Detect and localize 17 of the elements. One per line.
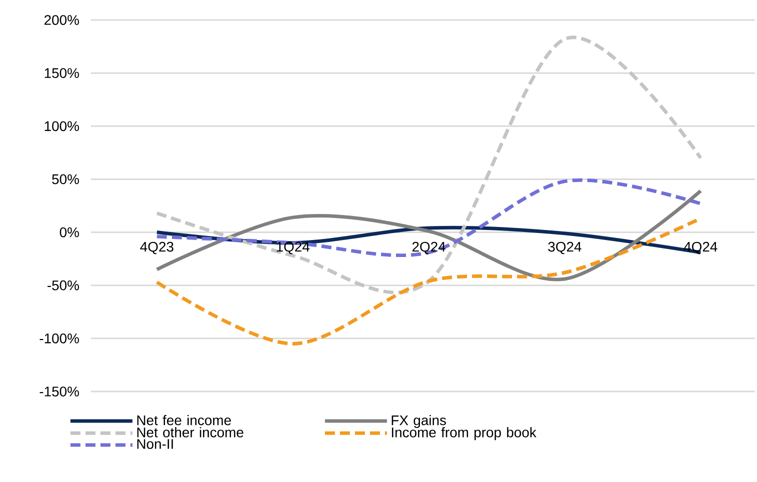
x-tick-label: 1Q24 (276, 242, 310, 254)
y-tick-label: 150% (44, 68, 79, 78)
y-tick-label: -150% (40, 386, 79, 396)
legend-label: Non-II (137, 439, 173, 449)
y-tick-label: 200% (44, 15, 79, 25)
legend-label: FX gains (392, 414, 446, 428)
y-tick-label: 100% (44, 121, 79, 132)
x-tick-label: 3Q24 (548, 242, 582, 254)
x-tick-label: 4Q24 (684, 242, 718, 254)
y-tick-label: -100% (40, 333, 79, 344)
legend-label: Net other income (137, 427, 244, 438)
legend-label: Income from prop book (392, 427, 536, 440)
x-tick-label: 4Q23 (140, 242, 174, 254)
y-tick-label: 0% (60, 227, 79, 238)
legend-label: Net fee income (137, 414, 231, 426)
y-tick-label: -50% (48, 280, 79, 290)
y-tick-label: 50% (52, 174, 79, 184)
